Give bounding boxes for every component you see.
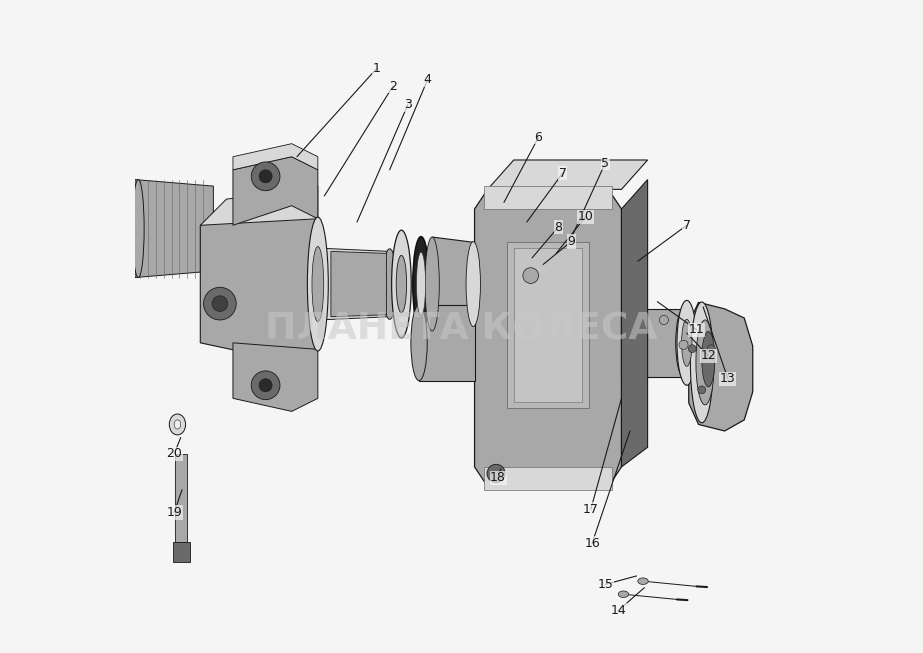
Text: 1: 1 (373, 62, 380, 75)
Ellipse shape (312, 246, 324, 322)
Circle shape (259, 379, 272, 392)
Text: 18: 18 (490, 471, 506, 485)
Polygon shape (689, 302, 753, 431)
Text: 11: 11 (689, 323, 704, 336)
Polygon shape (474, 189, 621, 486)
Polygon shape (485, 467, 612, 490)
Polygon shape (233, 157, 318, 225)
Ellipse shape (391, 231, 412, 338)
Circle shape (259, 170, 272, 183)
Polygon shape (419, 305, 474, 381)
Ellipse shape (681, 319, 692, 366)
Text: 4: 4 (424, 73, 431, 86)
Text: 16: 16 (584, 537, 600, 550)
Polygon shape (487, 160, 648, 189)
Text: 17: 17 (582, 503, 599, 516)
Ellipse shape (307, 217, 329, 351)
Circle shape (689, 345, 696, 353)
Text: 20: 20 (166, 447, 182, 460)
Polygon shape (175, 454, 187, 542)
Ellipse shape (466, 242, 481, 326)
Polygon shape (508, 242, 589, 408)
Circle shape (679, 340, 688, 349)
Polygon shape (233, 343, 318, 411)
Circle shape (659, 315, 668, 325)
Ellipse shape (132, 180, 144, 278)
Text: 12: 12 (701, 349, 716, 362)
Circle shape (204, 287, 236, 320)
Ellipse shape (690, 302, 713, 423)
Ellipse shape (413, 237, 429, 331)
Circle shape (487, 464, 505, 483)
Ellipse shape (416, 252, 426, 316)
Polygon shape (514, 248, 582, 402)
Text: 13: 13 (720, 372, 736, 385)
Polygon shape (200, 206, 318, 362)
Polygon shape (200, 186, 318, 225)
Text: 9: 9 (568, 235, 575, 248)
Text: 7: 7 (558, 167, 567, 180)
Text: 7: 7 (683, 219, 690, 232)
Ellipse shape (174, 420, 181, 429)
Ellipse shape (411, 305, 427, 381)
FancyBboxPatch shape (173, 542, 190, 562)
Circle shape (251, 371, 280, 400)
Polygon shape (621, 309, 684, 377)
Circle shape (212, 296, 228, 311)
Ellipse shape (618, 591, 629, 597)
Text: 5: 5 (601, 157, 609, 170)
Text: ПЛАНЕТА КОЛЕСА: ПЛАНЕТА КОЛЕСА (265, 311, 658, 348)
Polygon shape (621, 180, 648, 467)
Ellipse shape (701, 332, 715, 387)
Ellipse shape (696, 320, 714, 405)
Circle shape (698, 386, 706, 394)
Polygon shape (233, 144, 318, 170)
Polygon shape (135, 180, 213, 278)
Polygon shape (432, 237, 473, 331)
Text: 14: 14 (610, 604, 626, 617)
Polygon shape (318, 248, 390, 320)
Text: 3: 3 (404, 98, 412, 111)
Polygon shape (485, 186, 612, 209)
Ellipse shape (676, 309, 691, 377)
Circle shape (523, 268, 538, 283)
Ellipse shape (638, 578, 648, 584)
Polygon shape (331, 251, 387, 317)
Text: 10: 10 (578, 210, 593, 223)
Text: 6: 6 (534, 131, 543, 144)
Ellipse shape (425, 237, 439, 331)
Ellipse shape (677, 300, 697, 385)
Ellipse shape (396, 255, 407, 313)
Circle shape (707, 345, 715, 353)
Ellipse shape (169, 414, 186, 435)
Text: 8: 8 (554, 221, 562, 234)
Text: 19: 19 (166, 506, 182, 519)
Circle shape (251, 162, 280, 191)
Ellipse shape (382, 249, 397, 319)
Text: 15: 15 (597, 578, 613, 591)
Text: 2: 2 (389, 80, 397, 93)
